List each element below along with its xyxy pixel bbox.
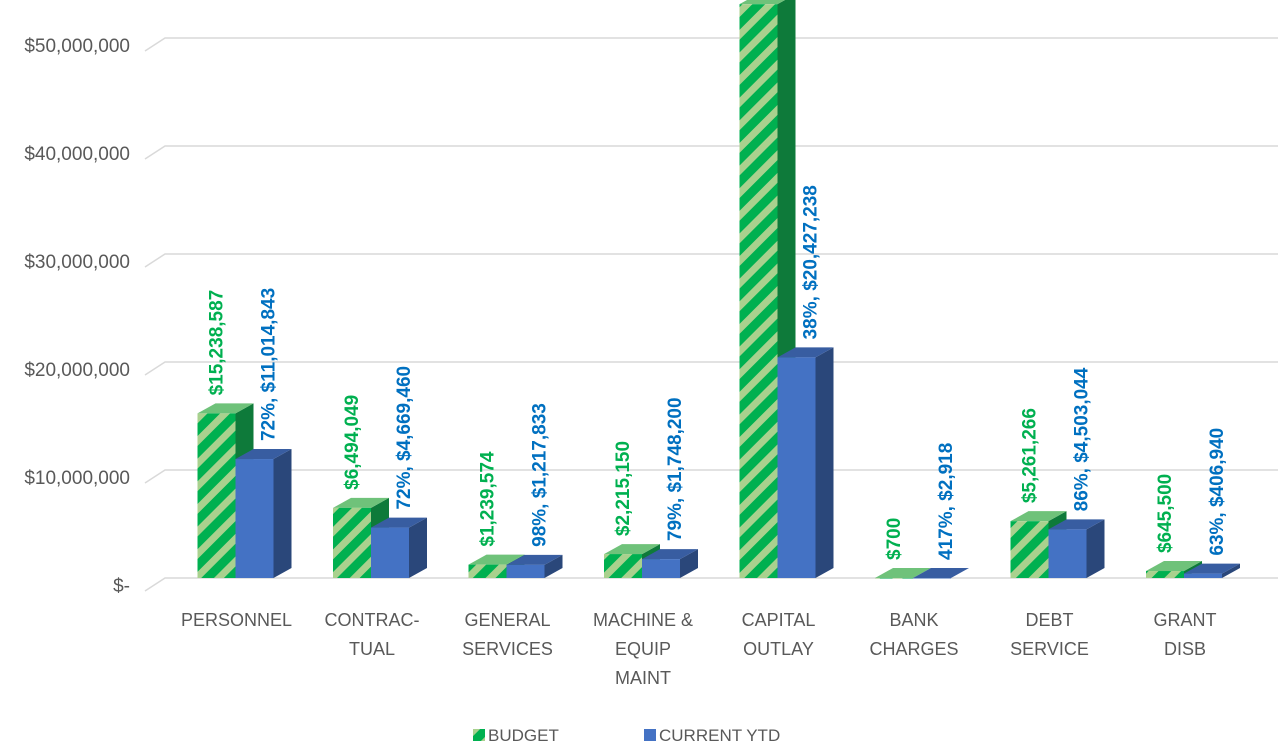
y-axis-ticks: $- $10,000,000 $20,000,000 $30,000,000 $40,0… (24, 36, 130, 597)
bar-current-ytd-capital-outlay (777, 347, 834, 578)
data-label-current-ytd-grant-disb: 63%, $406,940 (1207, 428, 1228, 556)
legend-swatch-current-ytd (644, 729, 656, 741)
y-tick-label: $50,000,000 (24, 36, 130, 57)
category-label-machine-equip-maint: MACHINE & EQUIP MAINT (593, 610, 693, 688)
data-label-current-ytd-contrac-tual: 72%, $4,669,460 (394, 366, 415, 510)
bar-current-ytd-personnel (235, 449, 292, 578)
y-tick-label: $20,000,000 (24, 360, 130, 381)
gridline (144, 37, 1278, 52)
bar-current-ytd-debt-service (1048, 519, 1105, 578)
gridline (144, 361, 1278, 376)
category-labels: PERSONNEL CONTRAC-TUAL GENERAL SERVICES MACH… (181, 610, 1217, 688)
data-label-budget-machine-equip-maint: $2,215,150 (613, 441, 634, 536)
category-label-grant-disb: GRANT DISB (1154, 610, 1217, 659)
data-label-current-ytd-bank-charges: 417%, $2,918 (936, 443, 957, 560)
bar-current-ytd-bank-charges (913, 567, 969, 579)
y-tick-label: $- (113, 576, 130, 597)
gridline (144, 145, 1278, 160)
data-label-budget-bank-charges: $700 (884, 518, 905, 560)
category-label-bank-charges: BANK CHARGES (869, 610, 958, 659)
bars (197, 0, 1240, 579)
data-label-current-ytd-capital-outlay: 38%, $20,427,238 (801, 185, 822, 339)
gridline (144, 469, 1278, 484)
data-label-budget-grant-disb: $645,500 (1155, 474, 1176, 553)
y-tick-label: $10,000,000 (24, 468, 130, 489)
bar-current-ytd-contrac-tual (371, 517, 427, 578)
legend-label-budget: BUDGET (488, 726, 559, 745)
data-label-budget-debt-service: $5,261,266 (1020, 408, 1041, 503)
category-label-capital-outlay: CAPITAL OUTLAY (742, 610, 816, 659)
data-label-current-ytd-debt-service: 86%, $4,503,044 (1072, 367, 1093, 511)
gridlines (144, 37, 1278, 592)
data-label-budget-general-services: $1,239,574 (478, 451, 499, 547)
data-label-budget-personnel: $15,238,587 (207, 290, 228, 396)
category-label-personnel: PERSONNEL (181, 610, 292, 630)
legend-swatch-budget (473, 729, 485, 741)
data-labels: $15,238,587 72%, $11,014,843 $6,494,049 72%… (207, 185, 1229, 560)
bar-current-ytd-grant-disb (1184, 563, 1240, 578)
bar-current-ytd-general-services (506, 554, 563, 578)
category-label-debt-service: DEBT SERVICE (1010, 610, 1089, 659)
y-tick-label: $40,000,000 (24, 144, 130, 165)
bar-current-ytd-machine-equip-maint (642, 549, 698, 578)
category-label-general-services: GENERAL SERVICES (462, 610, 553, 659)
gridline (144, 577, 1278, 592)
data-label-current-ytd-machine-equip-maint: 79%, $1,748,200 (665, 397, 686, 541)
gridline (144, 253, 1278, 268)
category-label-contrac-tual: CONTRAC-TUAL (325, 610, 420, 659)
y-tick-label: $30,000,000 (24, 252, 130, 273)
data-label-current-ytd-general-services: 98%, $1,217,833 (530, 403, 551, 547)
data-label-current-ytd-personnel: 72%, $11,014,843 (259, 288, 280, 441)
data-label-budget-contrac-tual: $6,494,049 (342, 395, 363, 490)
legend-label-current-ytd: CURRENT YTD (659, 726, 780, 745)
legend: BUDGET CURRENT YTD (473, 726, 780, 745)
